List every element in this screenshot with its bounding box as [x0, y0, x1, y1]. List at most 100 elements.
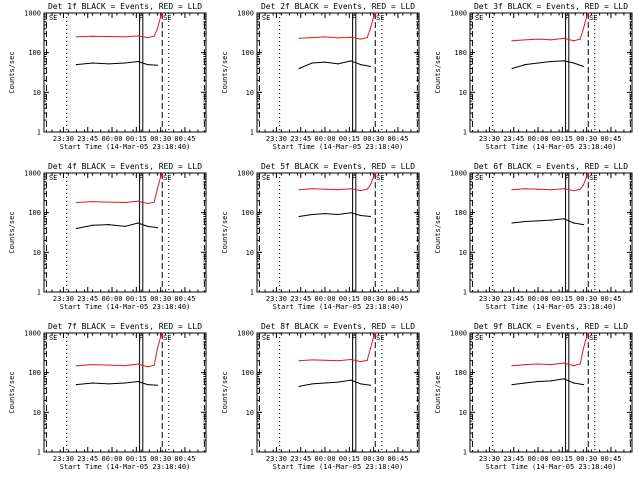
y-tick-label: 100	[28, 209, 41, 217]
plot-frame	[256, 332, 420, 453]
events-point	[537, 62, 539, 64]
lld-point	[156, 28, 158, 30]
events-point	[124, 382, 126, 384]
x-axis-label: Start Time (14-Mar-05 23:18:40)	[486, 463, 617, 471]
lld-point	[524, 39, 526, 41]
panel-title: Det 9f BLACK = Events, RED = LLD	[474, 322, 628, 331]
lld-point	[369, 348, 371, 350]
x-tick-label: 00:15	[126, 455, 147, 463]
lld-point	[75, 201, 77, 204]
lld-point	[108, 364, 110, 366]
x-tick-label: 23:30	[266, 135, 287, 143]
y-tick-label: 1	[250, 289, 254, 297]
events-point	[563, 378, 565, 380]
flag-label: F	[139, 14, 143, 22]
y-axis-label: Counts/sec	[8, 51, 16, 93]
lld-point	[156, 188, 158, 190]
events-point	[92, 224, 94, 226]
events-point	[360, 383, 362, 385]
events-point	[550, 219, 552, 221]
series-events-line	[511, 60, 584, 69]
flag-label: F	[565, 174, 569, 182]
y-tick-label: 10	[33, 89, 41, 97]
y-tick-label: 1000	[24, 330, 41, 338]
x-tick-label: 00:00	[315, 455, 336, 463]
lld-point	[311, 36, 313, 39]
y-tick-label: 100	[28, 369, 41, 377]
y-tick-label: 1	[250, 129, 254, 137]
lld-point	[160, 336, 162, 338]
panel-title: Det 5f BLACK = Events, RED = LLD	[261, 162, 415, 171]
lld-point	[511, 40, 513, 42]
lld-point	[160, 16, 162, 18]
lld-point	[298, 360, 300, 362]
series-events-line	[299, 379, 371, 387]
x-tick-label: 00:30	[576, 135, 597, 143]
flag-label: SE	[376, 14, 384, 22]
y-axis-label: Counts/sec	[434, 211, 442, 253]
x-axis-label: Start Time (14-Mar-05 23:18:40)	[273, 303, 404, 311]
panel-det3: Det 3f BLACK = Events, RED = LLD 1 10 100 10…	[434, 2, 633, 151]
flag-label: SE	[475, 334, 483, 342]
x-tick-label: 00:45	[387, 295, 408, 303]
events-point	[75, 227, 77, 230]
x-tick-label: 00:00	[528, 295, 549, 303]
flag-label: F	[352, 14, 356, 22]
panel-title: Det 1f BLACK = Events, RED = LLD	[48, 2, 202, 11]
x-axis-label: Start Time (14-Mar-05 23:18:40)	[60, 303, 191, 311]
events-point	[360, 64, 362, 66]
plot-frame	[43, 12, 207, 133]
lld-point	[582, 28, 584, 30]
lld-point	[366, 188, 368, 190]
y-tick-label: 10	[246, 409, 254, 417]
lld-point	[563, 362, 565, 364]
y-axis-label: Counts/sec	[434, 371, 442, 413]
lld-point	[586, 336, 588, 338]
flag-label: SE	[376, 174, 384, 182]
panel-title: Det 7f BLACK = Events, RED = LLD	[48, 322, 202, 331]
events-point	[360, 214, 362, 217]
y-tick-label: 100	[241, 369, 254, 377]
lld-point	[75, 36, 77, 38]
x-tick-label: 00:45	[174, 135, 195, 143]
panel-title: Det 4f BLACK = Events, RED = LLD	[48, 162, 202, 171]
events-point	[147, 64, 149, 66]
plot-frame	[469, 332, 633, 453]
series-lld-line	[76, 332, 163, 368]
y-tick-label: 100	[28, 49, 41, 57]
lld-point	[582, 348, 584, 350]
events-point	[137, 60, 139, 63]
y-tick-label: 1	[37, 129, 41, 137]
lld-point	[153, 201, 155, 203]
y-tick-label: 1000	[450, 170, 467, 178]
lld-point	[337, 189, 339, 191]
events-point	[75, 64, 77, 66]
series-lld-line	[299, 12, 376, 40]
events-point	[324, 61, 326, 63]
y-axis-label: Counts/sec	[221, 211, 229, 253]
lld-point	[156, 348, 158, 350]
flag-label: F	[565, 334, 569, 342]
events-point	[337, 381, 339, 383]
x-tick-label: 00:45	[600, 455, 621, 463]
plot-frame	[43, 172, 207, 293]
events-point	[124, 225, 126, 228]
events-point	[350, 379, 352, 381]
events-point	[511, 384, 513, 386]
events-point	[563, 60, 565, 62]
x-tick-label: 00:15	[126, 135, 147, 143]
x-tick-label: 00:00	[315, 295, 336, 303]
panel-det6: Det 6f BLACK = Events, RED = LLD 1 10 100 10…	[434, 162, 633, 311]
y-tick-label: 1000	[237, 170, 254, 178]
events-point	[324, 212, 326, 215]
x-tick-label: 00:15	[339, 135, 360, 143]
events-point	[311, 213, 313, 216]
y-tick-label: 100	[454, 369, 467, 377]
events-point	[369, 384, 371, 386]
flag-label: SE	[589, 334, 597, 342]
series-lld-line	[512, 12, 589, 42]
panel-title: Det 8f BLACK = Events, RED = LLD	[261, 322, 415, 331]
x-tick-label: 00:30	[363, 135, 384, 143]
panel-det5: Det 5f BLACK = Events, RED = LLD 1 10 100 10…	[221, 162, 420, 311]
lld-point	[147, 202, 149, 205]
